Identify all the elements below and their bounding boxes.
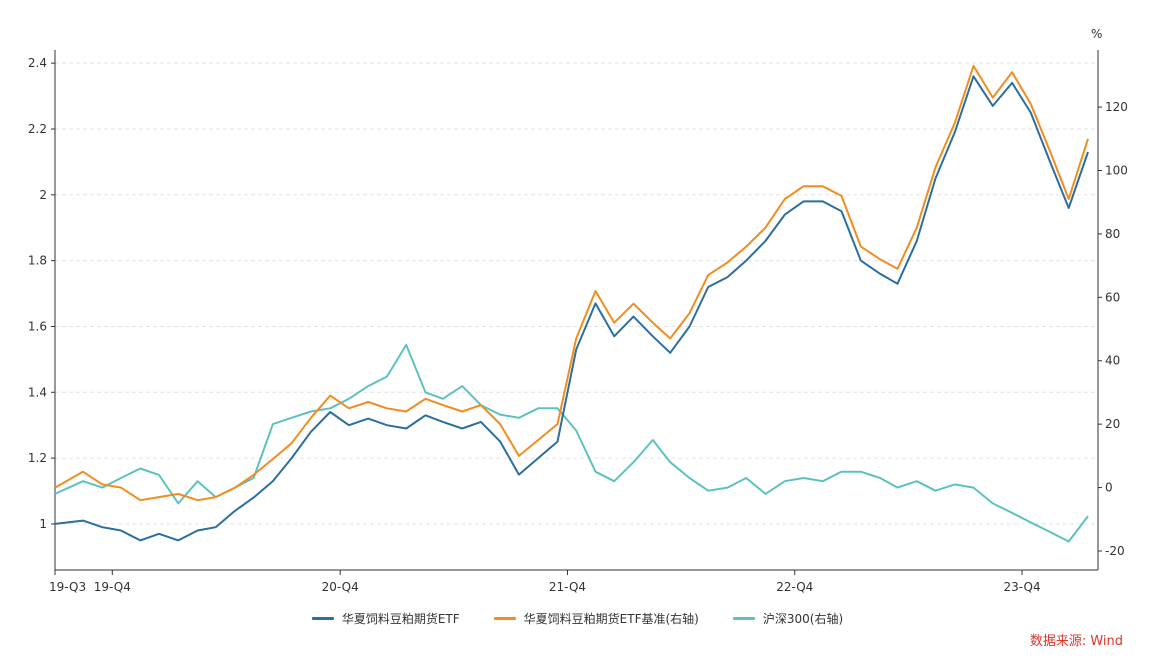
grid-lines [55,62,1098,525]
right-tick-label: -20 [1105,544,1125,558]
legend-swatch-csi300 [732,616,755,620]
x-tick-label: 23-Q4 [1003,580,1040,594]
series-line-0 [54,75,1089,542]
left-tick-label: 1.2 [28,451,47,465]
legend-item-etf: 华夏饲料豆粕期货ETF [311,610,460,627]
right-tick-label: 40 [1105,354,1120,368]
x-tick-label: 22-Q4 [776,580,813,594]
x-tick-label: 21-Q4 [549,580,586,594]
legend-label-etf: 华夏饲料豆粕期货ETF [341,611,460,626]
left-tick-label: 1.8 [28,254,47,268]
legend-label-csi300: 沪深300(右轴) [762,611,844,626]
legend-swatch-benchmark [493,616,516,620]
series-lines [54,64,1089,543]
right-tick-label: 0 [1105,481,1113,495]
tick-labels: 1 1.2 1.4 1.6 1.8 2 2.2 2.4 -20 0 20 40 60 80 100 120% 1… [28,27,1128,594]
legend: 华夏饲料豆粕期货ETF 华夏饲料豆粕期货ETF基准(右轴) 沪深300(右轴) [0,606,1155,630]
left-tick-label: 2.2 [28,122,47,136]
left-tick-label: 1.6 [28,319,47,333]
right-tick-label: 80 [1105,227,1120,241]
legend-item-benchmark: 华夏饲料豆粕期货ETF基准(右轴) [493,610,699,627]
legend-label-benchmark: 华夏饲料豆粕期货ETF基准(右轴) [523,611,699,626]
left-tick-label: 1 [39,517,47,531]
right-tick-label: 120 [1105,100,1128,114]
x-tick-label: 19-Q4 [94,580,131,594]
legend-item-csi300: 沪深300(右轴) [732,610,844,627]
right-tick-label: 20 [1105,417,1120,431]
left-tick-label: 2 [39,188,47,202]
left-tick-label: 2.4 [28,56,47,70]
right-axis-unit: % [1091,27,1102,41]
axes [51,50,1102,575]
x-tick-label: 19-Q3 [49,580,86,594]
left-tick-label: 1.4 [28,385,47,399]
series-line-1 [54,64,1089,502]
x-tick-label: 20-Q4 [322,580,359,594]
legend-swatch-etf [311,616,334,620]
right-tick-label: 60 [1105,290,1120,304]
source-note: 数据来源: Wind [1029,634,1123,649]
right-tick-label: 100 [1105,163,1128,177]
